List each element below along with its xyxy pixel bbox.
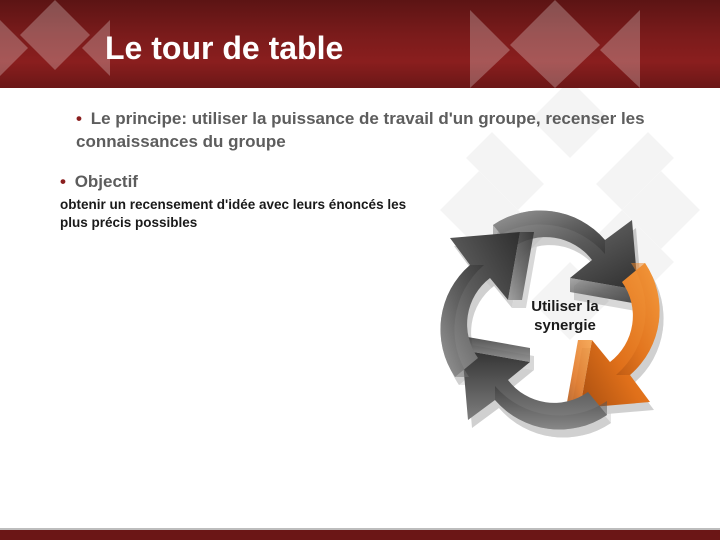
main-bullet: • Le principe: utiliser la puissance de … bbox=[76, 108, 666, 154]
sub-heading-text: Objectif bbox=[75, 172, 138, 191]
sub-text: obtenir un recensement d'idée avec leurs… bbox=[60, 196, 430, 232]
cycle-center-label: Utiliser la synergie bbox=[505, 298, 625, 336]
footer-bar bbox=[0, 528, 720, 540]
bullet-dot-icon: • bbox=[60, 172, 66, 191]
main-bullet-text: Le principe: utiliser la puissance de tr… bbox=[76, 109, 645, 151]
slide: Le tour de table • Le principe: utiliser… bbox=[0, 0, 720, 540]
slide-title: Le tour de table bbox=[105, 30, 343, 67]
header-bar: Le tour de table bbox=[0, 0, 720, 88]
bullet-dot-icon: • bbox=[76, 109, 82, 128]
